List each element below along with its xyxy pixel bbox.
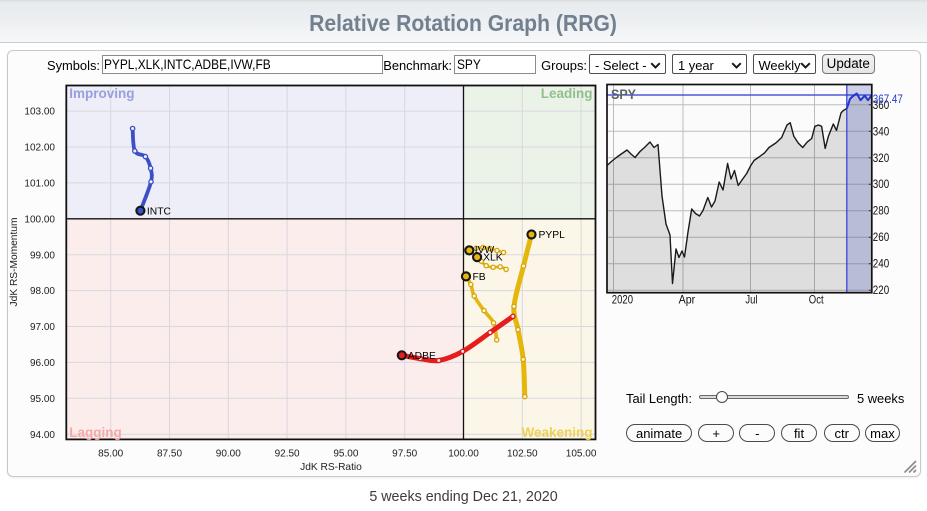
svg-text:367.47: 367.47 bbox=[873, 92, 903, 106]
svg-text:XLK: XLK bbox=[483, 253, 503, 264]
svg-text:360: 360 bbox=[873, 98, 890, 112]
svg-text:92.50: 92.50 bbox=[275, 449, 300, 460]
svg-text:220: 220 bbox=[873, 283, 890, 297]
svg-text:FB: FB bbox=[473, 272, 486, 283]
svg-text:Jul: Jul bbox=[745, 293, 757, 307]
svg-text:95.00: 95.00 bbox=[30, 394, 55, 405]
svg-text:IVW: IVW bbox=[475, 245, 495, 256]
svg-text:97.00: 97.00 bbox=[30, 322, 55, 333]
svg-text:103.00: 103.00 bbox=[24, 107, 55, 118]
svg-text:105.00: 105.00 bbox=[566, 449, 597, 460]
svg-text:Apr: Apr bbox=[679, 293, 696, 307]
svg-text:280: 280 bbox=[873, 204, 890, 218]
svg-text:Leading: Leading bbox=[541, 86, 593, 101]
svg-text:98.00: 98.00 bbox=[30, 286, 55, 297]
svg-text:320: 320 bbox=[873, 151, 890, 165]
svg-text:Weakening: Weakening bbox=[521, 425, 592, 440]
svg-text:340: 340 bbox=[873, 124, 890, 138]
svg-text:260: 260 bbox=[873, 230, 890, 244]
svg-text:Improving: Improving bbox=[69, 86, 134, 101]
svg-text:INTC: INTC bbox=[147, 206, 172, 217]
svg-text:JdK RS-Momentum: JdK RS-Momentum bbox=[9, 218, 20, 307]
svg-text:100.00: 100.00 bbox=[24, 214, 55, 225]
svg-text:Oct: Oct bbox=[809, 293, 824, 307]
svg-text:Lagging: Lagging bbox=[69, 425, 122, 440]
svg-text:90.00: 90.00 bbox=[216, 449, 241, 460]
svg-text:PYPL: PYPL bbox=[539, 230, 566, 241]
svg-text:ADBE: ADBE bbox=[408, 351, 436, 362]
svg-text:96.00: 96.00 bbox=[30, 358, 55, 369]
svg-text:101.00: 101.00 bbox=[24, 179, 55, 190]
svg-text:100.00: 100.00 bbox=[448, 449, 479, 460]
svg-text:95.00: 95.00 bbox=[333, 449, 358, 460]
svg-text:SPY: SPY bbox=[611, 87, 636, 102]
svg-text:102.50: 102.50 bbox=[507, 449, 538, 460]
svg-text:97.50: 97.50 bbox=[392, 449, 417, 460]
svg-text:102.00: 102.00 bbox=[24, 143, 55, 154]
svg-text:JdK RS-Ratio: JdK RS-Ratio bbox=[300, 462, 362, 473]
svg-text:85.00: 85.00 bbox=[98, 449, 123, 460]
svg-text:94.00: 94.00 bbox=[30, 430, 55, 441]
svg-text:240: 240 bbox=[873, 257, 890, 271]
svg-text:2020: 2020 bbox=[612, 293, 633, 307]
svg-text:300: 300 bbox=[873, 177, 890, 191]
svg-text:87.50: 87.50 bbox=[157, 449, 182, 460]
svg-text:99.00: 99.00 bbox=[30, 250, 55, 261]
